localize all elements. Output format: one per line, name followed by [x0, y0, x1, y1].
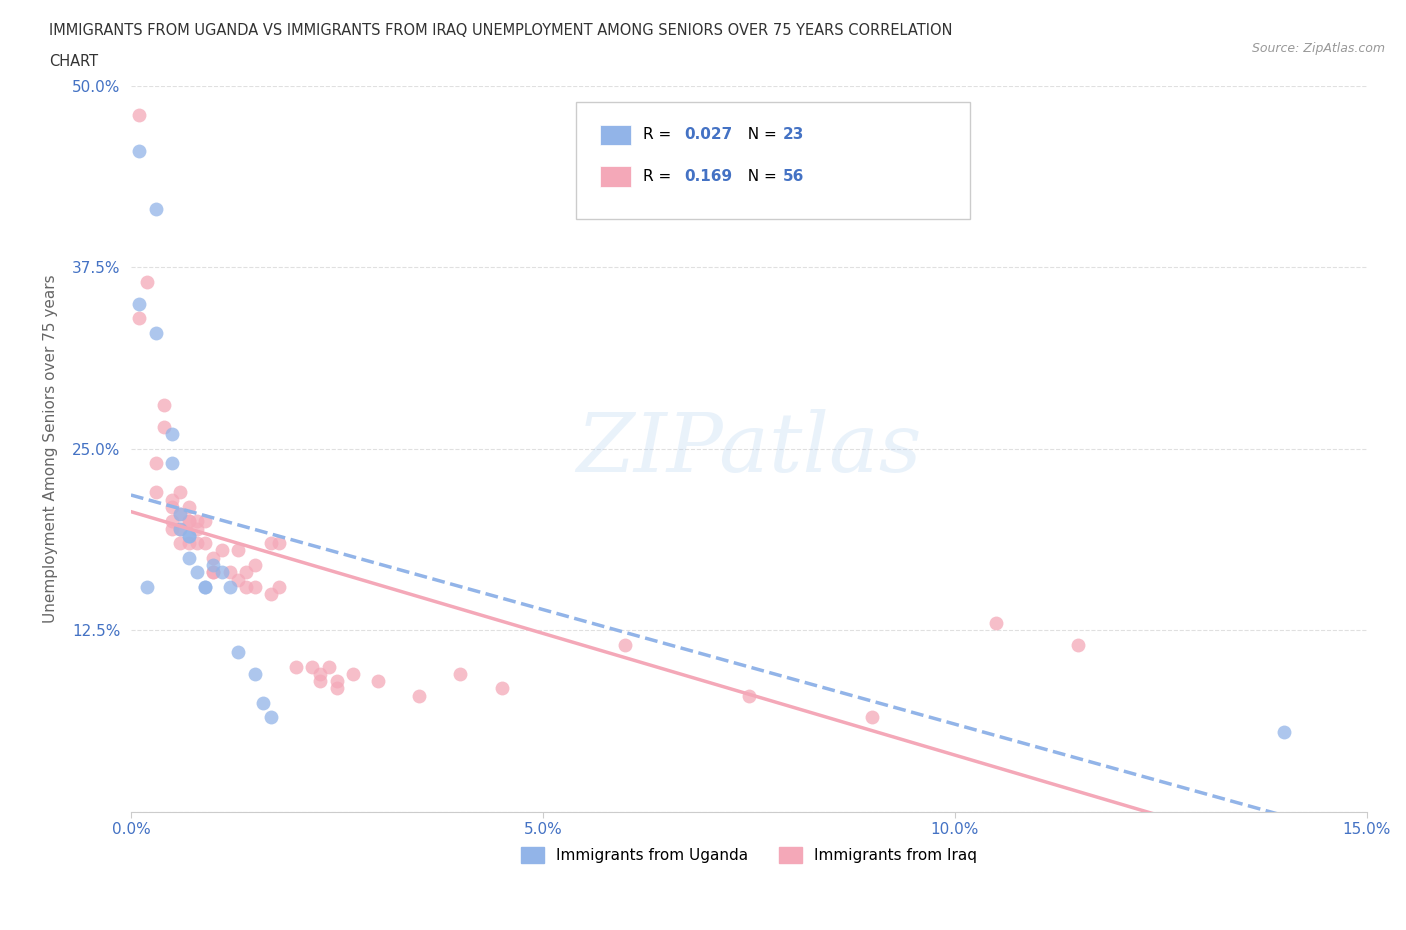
Point — [614, 637, 637, 652]
Point — [367, 673, 389, 688]
Point — [177, 528, 200, 543]
Point — [153, 398, 176, 413]
Point — [984, 616, 1007, 631]
Point — [128, 311, 150, 325]
Point — [160, 522, 183, 537]
Point — [177, 514, 200, 529]
Point — [177, 514, 200, 529]
Point — [169, 507, 191, 522]
Legend: Immigrants from Uganda, Immigrants from Iraq: Immigrants from Uganda, Immigrants from … — [515, 841, 983, 870]
Y-axis label: Unemployment Among Seniors over 75 years: Unemployment Among Seniors over 75 years — [44, 274, 58, 623]
Text: R =: R = — [643, 169, 676, 184]
Point — [235, 579, 257, 594]
Point — [145, 202, 167, 217]
Point — [284, 659, 307, 674]
Point — [260, 710, 283, 724]
Point — [318, 659, 340, 674]
Point — [243, 558, 266, 573]
Point — [269, 579, 291, 594]
Point — [128, 297, 150, 312]
Point — [169, 485, 191, 499]
Point — [136, 274, 159, 289]
Point — [738, 688, 761, 703]
Point — [252, 696, 274, 711]
Point — [145, 326, 167, 340]
Point — [160, 514, 183, 529]
Point — [309, 673, 332, 688]
Point — [169, 522, 191, 537]
Point — [491, 681, 513, 696]
Text: IMMIGRANTS FROM UGANDA VS IMMIGRANTS FROM IRAQ UNEMPLOYMENT AMONG SENIORS OVER 7: IMMIGRANTS FROM UGANDA VS IMMIGRANTS FRO… — [49, 23, 953, 38]
Point — [194, 514, 217, 529]
Point — [160, 499, 183, 514]
Point — [269, 536, 291, 551]
Text: 0.027: 0.027 — [685, 127, 733, 142]
Text: 0.169: 0.169 — [685, 169, 733, 184]
Point — [153, 419, 176, 434]
Point — [169, 536, 191, 551]
Text: Source: ZipAtlas.com: Source: ZipAtlas.com — [1251, 42, 1385, 55]
Point — [177, 499, 200, 514]
Text: 23: 23 — [783, 127, 804, 142]
Point — [309, 667, 332, 682]
Point — [301, 659, 323, 674]
Point — [1067, 637, 1090, 652]
Point — [186, 522, 208, 537]
Point — [211, 565, 233, 579]
Point — [160, 492, 183, 507]
Point — [160, 427, 183, 442]
Point — [177, 528, 200, 543]
Point — [342, 667, 364, 682]
Point — [326, 673, 349, 688]
Point — [186, 514, 208, 529]
Point — [218, 565, 240, 579]
Text: N =: N = — [738, 127, 782, 142]
Text: 56: 56 — [783, 169, 804, 184]
Point — [160, 456, 183, 471]
Point — [235, 565, 257, 579]
Point — [218, 579, 240, 594]
Point — [128, 108, 150, 123]
Point — [408, 688, 430, 703]
Point — [243, 667, 266, 682]
Point — [186, 536, 208, 551]
Text: CHART: CHART — [49, 54, 98, 69]
Point — [145, 456, 167, 471]
Point — [202, 551, 225, 565]
Point — [226, 572, 249, 587]
Point — [260, 536, 283, 551]
Point — [202, 565, 225, 579]
Point — [177, 551, 200, 565]
Point — [450, 667, 472, 682]
Point — [194, 579, 217, 594]
Point — [243, 579, 266, 594]
Point — [169, 507, 191, 522]
Point — [862, 710, 884, 724]
Point — [128, 144, 150, 159]
Text: R =: R = — [643, 127, 676, 142]
Point — [169, 522, 191, 537]
Point — [194, 536, 217, 551]
Point — [202, 565, 225, 579]
Point — [226, 644, 249, 659]
Point — [326, 681, 349, 696]
Text: ZIPatlas: ZIPatlas — [576, 409, 921, 489]
Point — [260, 587, 283, 602]
Point — [177, 536, 200, 551]
Point — [145, 485, 167, 499]
Point — [186, 565, 208, 579]
Point — [211, 543, 233, 558]
Point — [136, 579, 159, 594]
Point — [226, 543, 249, 558]
Point — [194, 579, 217, 594]
Point — [1274, 724, 1296, 739]
Point — [202, 558, 225, 573]
Text: N =: N = — [738, 169, 782, 184]
